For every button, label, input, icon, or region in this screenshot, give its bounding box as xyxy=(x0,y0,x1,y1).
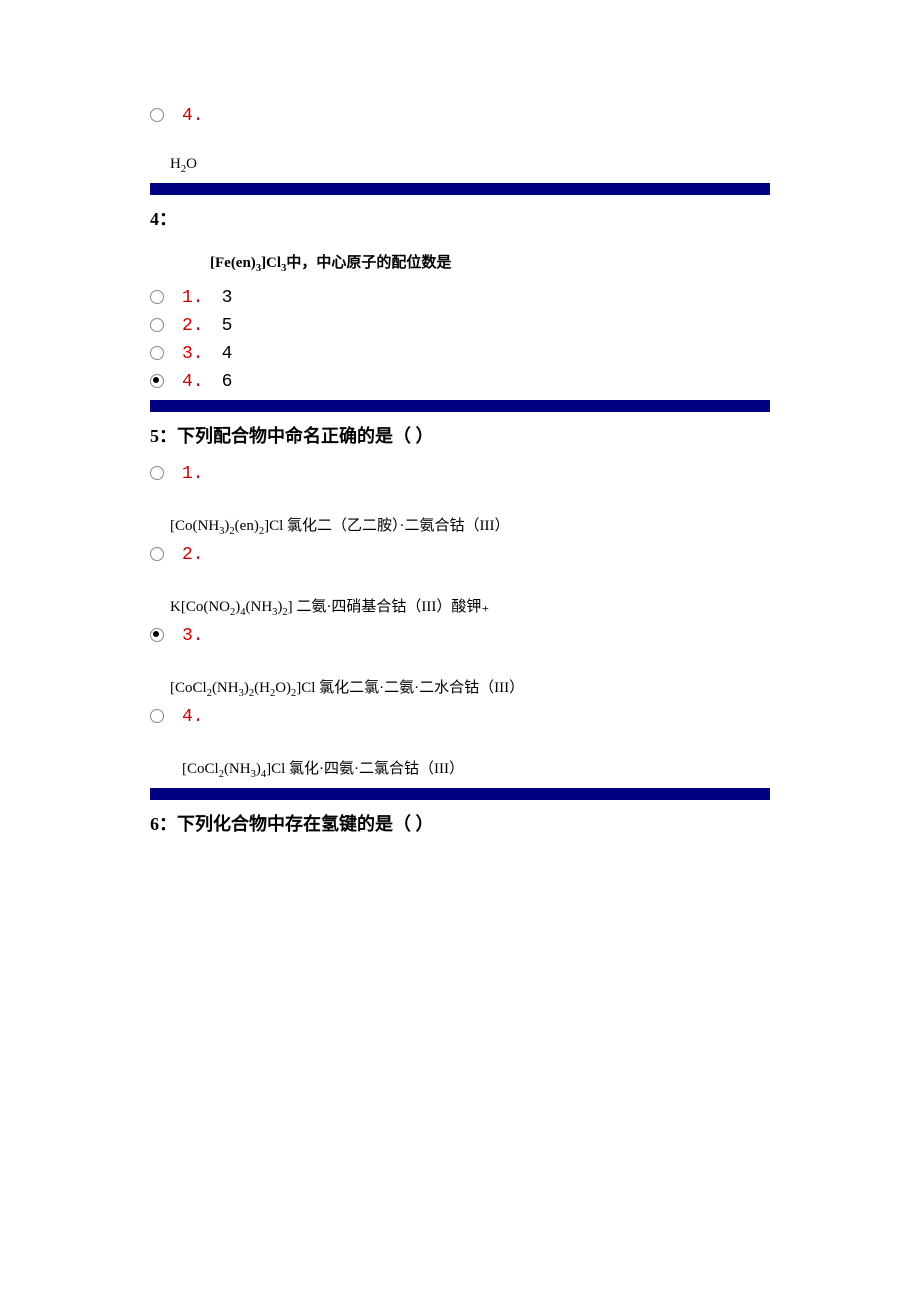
q5-option-1[interactable]: 1. xyxy=(150,464,770,484)
radio-unchecked-icon[interactable] xyxy=(150,547,164,561)
option-number: 4. xyxy=(182,707,204,727)
q5-option-1-text: [Co(NH3)2(en)2]Cl 氯化二（乙二胺）·二氨合钴（III） xyxy=(170,514,770,537)
option-value: 6 xyxy=(222,372,233,392)
radio-checked-icon[interactable] xyxy=(150,374,164,388)
section-divider xyxy=(150,788,770,800)
radio-unchecked-icon[interactable] xyxy=(150,709,164,723)
radio-unchecked-icon[interactable] xyxy=(150,466,164,480)
option-number: 4. xyxy=(182,106,204,126)
option-value: 3 xyxy=(222,288,233,308)
q5-option-4-text: [CoCl2(NH3)4]Cl 氯化·四氨·二氯合钴（III） xyxy=(182,757,770,780)
option-number: 4. xyxy=(182,372,204,392)
q5-option-3[interactable]: 3. xyxy=(150,626,770,646)
q4-heading: 4： xyxy=(150,205,770,231)
option-number: 3. xyxy=(182,626,204,646)
radio-checked-icon[interactable] xyxy=(150,628,164,642)
q5-option-3-text: [CoCl2(NH3)2(H2O)2]Cl 氯化二氯·二氨·二水合钴（III） xyxy=(170,676,770,699)
q5-heading: 5：下列配合物中命名正确的是（ ） xyxy=(150,422,770,448)
q4-options: 1.3 2.5 3.4 4.6 xyxy=(150,288,770,392)
option-value: 5 xyxy=(222,316,233,336)
section-divider xyxy=(150,183,770,195)
radio-unchecked-icon[interactable] xyxy=(150,346,164,360)
option-number: 2. xyxy=(182,545,204,565)
q4-body: [Fe(en)3]Cl3中，中心原子的配位数是 xyxy=(210,251,770,274)
q5-option-2-text: K[Co(NO2)4(NH3)2] 二氨·四硝基合钴（III）酸钾₊ xyxy=(170,595,770,618)
option-value: 4 xyxy=(222,344,233,364)
q4-option-4[interactable]: 4.6 xyxy=(150,372,770,392)
q5-option-4[interactable]: 4. xyxy=(150,707,770,727)
q4-option-2[interactable]: 2.5 xyxy=(150,316,770,336)
radio-unchecked-icon[interactable] xyxy=(150,108,164,122)
q6-heading: 6：下列化合物中存在氢键的是（ ） xyxy=(150,810,770,836)
prev-option-4[interactable]: 4. xyxy=(150,106,770,126)
q4-option-1[interactable]: 1.3 xyxy=(150,288,770,308)
option-number: 3. xyxy=(182,344,204,364)
section-divider xyxy=(150,400,770,412)
radio-unchecked-icon[interactable] xyxy=(150,318,164,332)
document-page: 4. H2O 4： [Fe(en)3]Cl3中，中心原子的配位数是 1.3 2.… xyxy=(0,0,920,896)
q4-option-3[interactable]: 3.4 xyxy=(150,344,770,364)
radio-unchecked-icon[interactable] xyxy=(150,290,164,304)
q5-option-2[interactable]: 2. xyxy=(150,545,770,565)
option-number: 2. xyxy=(182,316,204,336)
option-number: 1. xyxy=(182,288,204,308)
option-number: 1. xyxy=(182,464,204,484)
prev-option-4-text: H2O xyxy=(170,156,770,175)
